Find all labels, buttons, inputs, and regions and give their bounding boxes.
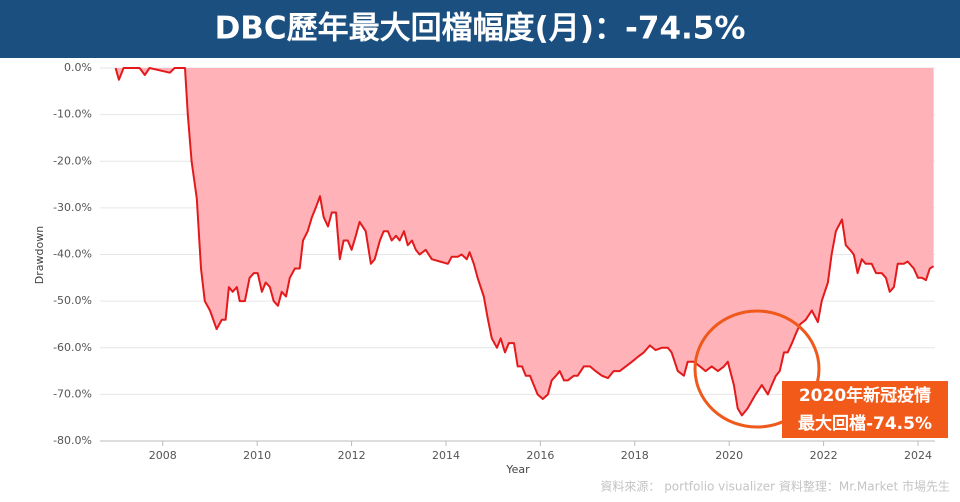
line <box>114 67 935 417</box>
x-tick-label: 2022 <box>810 449 838 462</box>
area <box>115 68 934 416</box>
y-tick-label: -20.0% <box>53 154 92 167</box>
x-tick-label: 2012 <box>338 449 366 462</box>
y-axis-label: Drawdown <box>33 226 46 284</box>
y-tick-label: -10.0% <box>53 108 92 121</box>
y-tick-label: 0.0% <box>64 61 92 74</box>
plot: 0.0% -10.0% -20.0% -30.0% -40.0% -50.0% -60.0%… <box>53 61 935 462</box>
title-banner <box>0 0 960 58</box>
y-tick-label: -60.0% <box>53 341 92 354</box>
y-tick-label: -30.0% <box>53 201 92 214</box>
x-axis-label: Year <box>505 463 530 476</box>
y-tick-label: -50.0% <box>53 294 92 307</box>
y-tick-label: -80.0% <box>53 434 92 447</box>
y-tick-label: -40.0% <box>53 248 92 261</box>
y-tick-label: -70.0% <box>53 387 92 400</box>
x-tick-label: 2010 <box>243 449 271 462</box>
annotation: 最大回檔-74.5% <box>798 413 932 434</box>
x-tick-label: 2024 <box>904 449 932 462</box>
source-note: 資料來源： portfolio visualizer 資料整理：Mr.Marke… <box>600 479 950 494</box>
annotation-box <box>782 381 948 438</box>
x-tick-label: 2014 <box>432 449 460 462</box>
x-tick-label: 2018 <box>621 449 649 462</box>
annotation: 2020年新冠疫情 <box>799 385 931 406</box>
chart-title: DBC歷年最大回檔幅度(月)：-74.5% <box>215 11 746 47</box>
x-tick-label: 2016 <box>526 449 554 462</box>
highlight-circle <box>693 309 821 429</box>
x-tick-label: 2020 <box>715 449 743 462</box>
x-tick-label: 2008 <box>149 449 177 462</box>
